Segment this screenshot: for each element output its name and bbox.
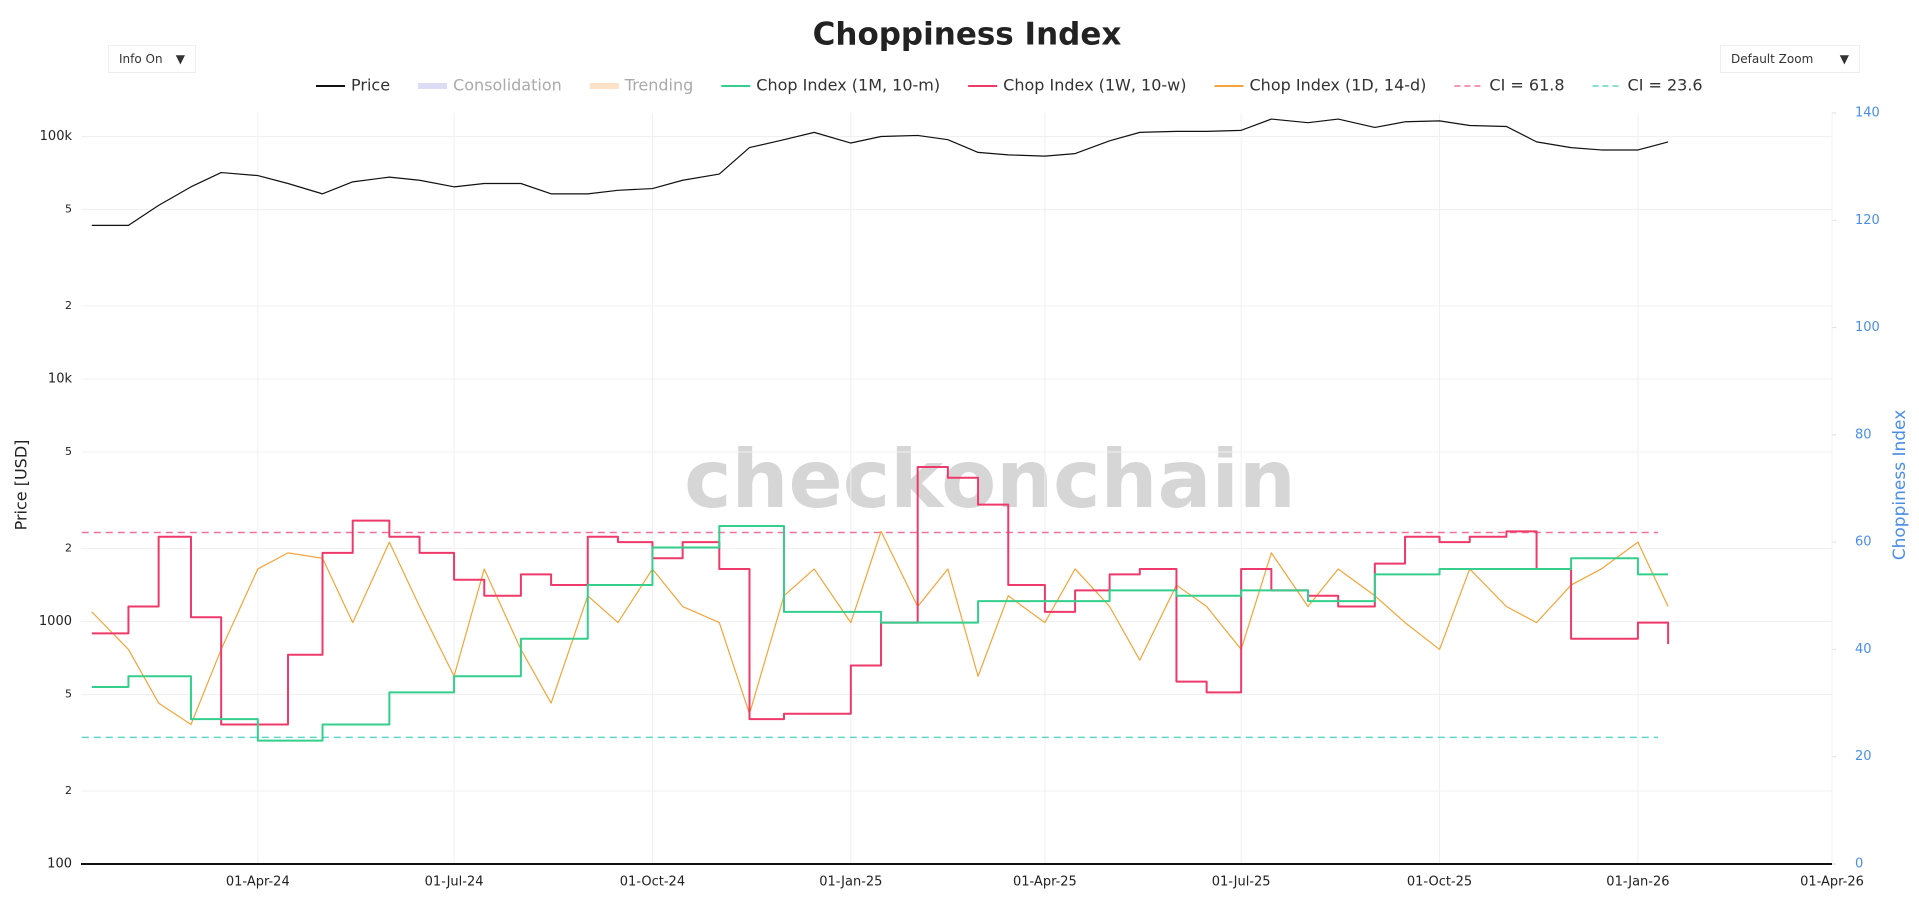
zoom-dropdown[interactable]: Default Zoom ▼: [1720, 45, 1860, 73]
x-tick-label: 01-Oct-24: [620, 875, 685, 890]
legend-label: Price: [351, 76, 390, 95]
legend-label: Chop Index (1M, 10-m): [756, 76, 940, 95]
x-tick-label: 01-Oct-25: [1407, 875, 1472, 890]
y-tick-label: 5: [65, 445, 72, 458]
y2-tick-label: 120: [1855, 213, 1880, 228]
x-tick-label: 01-Apr-24: [226, 875, 290, 890]
y2-tick-label: 100: [1855, 320, 1880, 335]
y2-tick-label: 20: [1855, 749, 1872, 764]
x-tick-label: 01-Apr-25: [1013, 875, 1077, 890]
y-tick-label: 10k: [48, 372, 73, 387]
y-tick-label: 2: [65, 784, 72, 797]
y2-tick-label: 0: [1855, 857, 1863, 872]
x-tick-label: 01-Jul-25: [1212, 875, 1271, 890]
series-line: [91, 525, 1669, 742]
legend-label: Trending: [624, 76, 694, 95]
legend-label: Consolidation: [453, 76, 562, 95]
x-tick-label: 01-Jan-26: [1606, 875, 1669, 890]
x-tick-label: 01-Apr-26: [1800, 875, 1864, 890]
y-tick-label: 100: [47, 857, 72, 872]
x-tick-label: 01-Jul-24: [425, 875, 484, 890]
legend-label: CI = 61.8: [1489, 76, 1564, 95]
chart-title: Choppiness Index: [813, 17, 1122, 53]
y-tick-label: 5: [65, 203, 72, 216]
y-tick-label: 100k: [40, 129, 73, 144]
legend-label: CI = 23.6: [1628, 76, 1703, 95]
dropdown-label: Info On: [119, 52, 163, 66]
y2-tick-label: 40: [1855, 642, 1872, 657]
watermark: checkonchain: [684, 433, 1296, 526]
y2-tick-label: 140: [1855, 106, 1880, 121]
legend-label: Chop Index (1W, 10-w): [1003, 76, 1186, 95]
legend-swatch: [589, 83, 619, 89]
y-axis-title: Price [USD]: [12, 440, 31, 531]
y2-tick-label: 80: [1855, 427, 1872, 442]
y-tick-label: 1000: [39, 614, 72, 629]
dropdown-arrow: ▼: [175, 52, 185, 66]
x-tick-label: 01-Jan-25: [819, 875, 882, 890]
y2-axis-title: Choppiness Index: [1890, 410, 1910, 561]
y-tick-label: 5: [65, 687, 72, 700]
y-tick-label: 2: [65, 299, 72, 312]
series-line: [91, 530, 1669, 726]
info-dropdown[interactable]: Info On ▼: [108, 45, 196, 73]
dropdown-label: Default Zoom: [1731, 52, 1814, 66]
dropdown-arrow: ▼: [1839, 52, 1849, 66]
y2-tick-label: 60: [1855, 535, 1872, 550]
y-tick-label: 2: [65, 542, 72, 555]
series-line: [91, 118, 1669, 226]
legend-label: Chop Index (1D, 14-d): [1250, 76, 1427, 95]
legend-swatch: [418, 83, 448, 89]
